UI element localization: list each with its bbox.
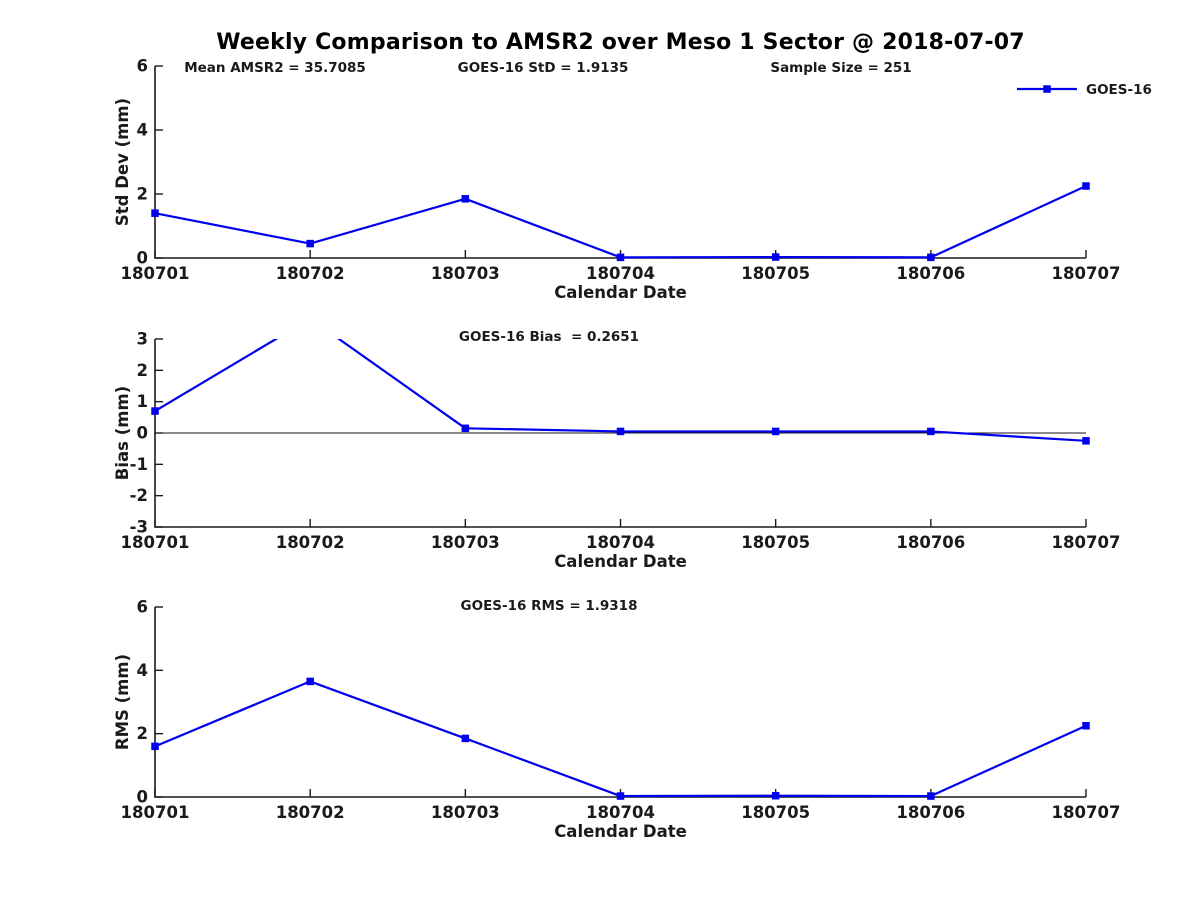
annotation-text: Sample Size = 251	[770, 60, 911, 76]
x-tick-label: 180702	[276, 803, 345, 822]
data-point-marker	[1082, 722, 1090, 730]
x-tick-label: 180707	[1052, 264, 1121, 283]
y-tick-label: -2	[130, 486, 148, 505]
y-tick-label: 0	[137, 249, 148, 268]
data-point-marker	[616, 253, 625, 262]
data-point-marker	[771, 253, 780, 261]
y-tick-label: 2	[137, 724, 148, 743]
y-tick-label: 4	[137, 661, 148, 680]
y-tick-label: 6	[137, 598, 148, 617]
y-tick-label: 3	[137, 330, 148, 349]
series-line	[154, 680, 1087, 798]
x-axis-label: Calendar Date	[554, 822, 687, 841]
x-tick-label: 180703	[431, 533, 500, 552]
y-tick-label: 0	[137, 788, 148, 807]
subplot-rms-weekly: 0 2 4 6 180701 180702 180703 180704 180705 180706…	[113, 598, 1120, 842]
data-point-marker	[771, 791, 780, 800]
x-tick-label: 180706	[896, 533, 965, 552]
annotation-text: GOES-16 RMS = 1.9318	[461, 598, 638, 614]
x-tick-label: 180704	[586, 803, 655, 822]
series-GOES-16	[151, 677, 1090, 800]
x-tick-label: 180701	[121, 533, 190, 552]
x-axis-label: Calendar Date	[554, 552, 687, 571]
x-tick-label: 180706	[896, 264, 965, 283]
x-tick-label: 180705	[741, 803, 810, 822]
data-point-marker	[927, 792, 935, 800]
axis-lines	[154, 66, 1086, 259]
data-point-marker	[461, 734, 470, 743]
x-tick-label: 180705	[741, 533, 810, 552]
data-point-marker	[1082, 182, 1090, 190]
x-tick-label: 180707	[1052, 533, 1121, 552]
y-tick-label: 0	[137, 424, 148, 443]
data-point-marker	[1082, 437, 1090, 445]
annotation-text: GOES-16 Bias = 0.2651	[459, 329, 639, 345]
x-axis-label: Calendar Date	[554, 283, 687, 302]
subplot-bias-weekly: -3 -2 -1 0 1 2 3 180701 180702 180703 180704 180705…	[113, 315, 1121, 571]
y-tick-label: 6	[137, 57, 148, 76]
annotation-text: GOES-16 StD = 1.9135	[458, 60, 629, 76]
data-point-marker	[616, 427, 625, 436]
axis-lines	[154, 607, 1086, 798]
y-axis-label: RMS (mm)	[113, 654, 132, 750]
x-tick-label: 180701	[121, 264, 190, 283]
series-GOES-16	[151, 182, 1090, 262]
legend-label: GOES-16	[1086, 82, 1152, 98]
y-tick-label: -1	[130, 455, 148, 474]
data-point-marker	[306, 239, 314, 248]
y-axis-label: Std Dev (mm)	[113, 98, 132, 226]
data-point-marker	[771, 427, 780, 436]
data-point-marker	[306, 677, 314, 686]
legend: GOES-16	[1017, 82, 1152, 98]
x-tick-label: 180707	[1052, 803, 1121, 822]
x-tick-label: 180704	[586, 264, 655, 283]
data-point-marker	[927, 427, 935, 436]
x-tick-label: 180701	[121, 803, 190, 822]
y-tick-label: 1	[137, 392, 148, 411]
x-tick-label: 180705	[741, 264, 810, 283]
legend-marker-sample	[1043, 85, 1051, 93]
data-point-marker	[306, 315, 314, 323]
data-point-marker	[461, 195, 470, 203]
data-point-marker	[927, 253, 935, 262]
data-point-marker	[151, 742, 159, 751]
x-tick-label: 180703	[431, 264, 500, 283]
annotation-text: Mean AMSR2 = 35.7085	[184, 60, 366, 76]
data-point-marker	[616, 792, 625, 800]
x-tick-label: 180702	[276, 533, 345, 552]
y-tick-label: 4	[137, 121, 148, 140]
data-point-marker	[151, 209, 159, 217]
subplot-std-dev-weekly: 0 2 4 6 180701 180702 180703 180704 180705 180706…	[113, 57, 1152, 303]
data-point-marker	[461, 424, 470, 433]
x-tick-label: 180706	[896, 803, 965, 822]
y-axis-label: Bias (mm)	[113, 386, 132, 480]
series-line	[154, 185, 1087, 259]
figure-title: Weekly Comparison to AMSR2 over Meso 1 S…	[216, 30, 1025, 55]
x-tick-label: 180704	[586, 533, 655, 552]
x-tick-label: 180703	[431, 803, 500, 822]
series-GOES-16	[151, 315, 1090, 445]
y-tick-label: -3	[130, 518, 148, 537]
x-tick-label: 180702	[276, 264, 345, 283]
y-tick-label: 2	[137, 185, 148, 204]
y-tick-label: 2	[137, 361, 148, 380]
data-point-marker	[151, 407, 159, 415]
